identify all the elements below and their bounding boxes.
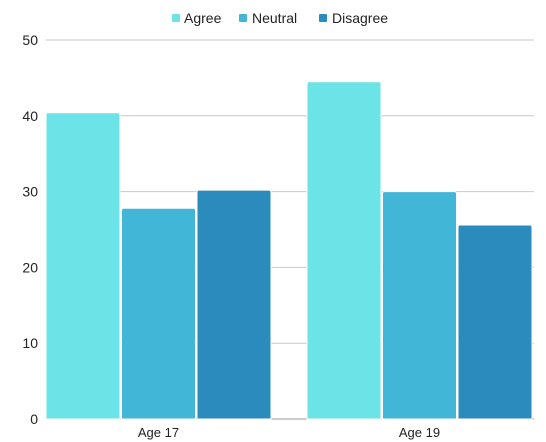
- legend: Agree Neutral Disagree: [172, 10, 388, 26]
- bars: [45, 81, 533, 420]
- y-tick-label: 20: [22, 259, 38, 275]
- legend-label-neutral: Neutral: [252, 10, 297, 26]
- x-category-label: Age 19: [399, 425, 440, 440]
- legend-label-disagree: Disagree: [332, 10, 388, 26]
- y-tick-label: 10: [22, 335, 38, 351]
- legend-swatch-neutral: [239, 14, 247, 22]
- y-tick-label: 50: [22, 32, 38, 48]
- legend-label-agree: Agree: [184, 10, 222, 26]
- legend-swatch-agree: [172, 14, 180, 22]
- y-axis: 0 10 20 30 40 50: [22, 32, 38, 427]
- bar-disagree-age-17: [196, 189, 272, 420]
- bar-neutral-age-17: [121, 207, 196, 420]
- x-axis: Age 17 Age 19: [138, 425, 440, 440]
- x-category-label: Age 17: [138, 425, 179, 440]
- legend-swatch-disagree: [319, 14, 327, 22]
- bar-agree-age-17: [45, 112, 121, 420]
- bar-agree-age-19: [306, 81, 382, 420]
- y-tick-label: 40: [22, 108, 38, 124]
- bar-neutral-age-19: [382, 191, 457, 420]
- y-tick-label: 0: [30, 411, 38, 427]
- y-tick-label: 30: [22, 184, 38, 200]
- bar-disagree-age-19: [457, 224, 533, 420]
